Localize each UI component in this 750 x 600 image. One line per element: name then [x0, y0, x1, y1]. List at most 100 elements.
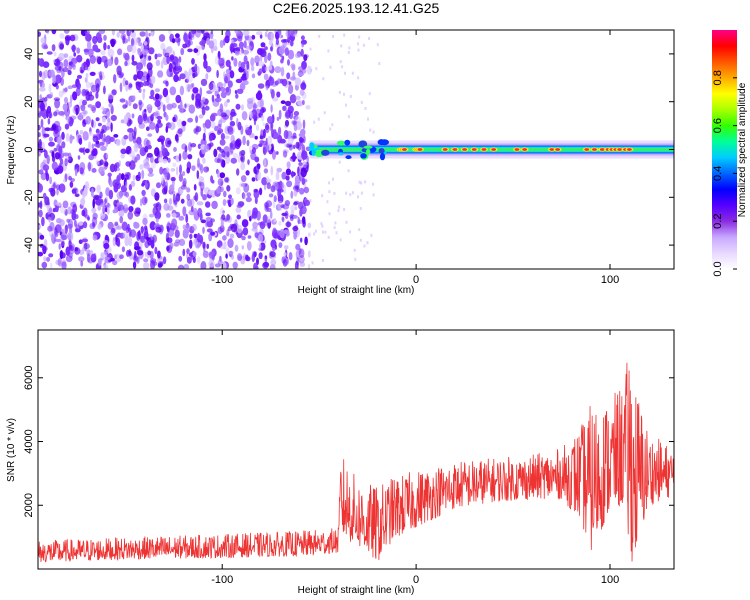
noise-speck	[54, 230, 59, 238]
noise-speck	[219, 139, 226, 146]
spectrogram-y-tick-label: 0	[23, 146, 35, 152]
noise-speck	[196, 256, 201, 264]
noise-speck	[217, 178, 224, 187]
noise-speck	[72, 203, 78, 214]
noise-speck	[255, 124, 260, 131]
noise-speck	[224, 35, 230, 44]
noise-speck	[238, 60, 242, 69]
noise-speck	[225, 86, 232, 96]
noise-speck	[57, 257, 62, 267]
noise-speck	[124, 236, 129, 247]
noise-speck	[239, 150, 242, 157]
noise-speck	[205, 212, 211, 217]
noise-speck	[188, 68, 193, 76]
colorbar-tick-label: 0.8	[712, 70, 724, 85]
noise-speck	[106, 207, 110, 215]
noise-speck	[171, 38, 176, 44]
noise-speck	[293, 33, 298, 38]
noise-speck	[165, 46, 173, 54]
noise-speck	[289, 30, 297, 37]
noise-speck	[235, 46, 241, 52]
noise-speck	[285, 47, 289, 56]
noise-speck	[87, 161, 92, 172]
noise-speck	[210, 30, 214, 35]
noise-speck	[74, 247, 81, 255]
noise-speck	[283, 245, 289, 250]
noise-speck	[132, 261, 137, 269]
noise-speck	[81, 209, 86, 217]
noise-speck	[265, 200, 273, 208]
noise-speck	[275, 38, 279, 46]
noise-speck	[78, 221, 84, 226]
noise-speck	[159, 166, 164, 175]
noise-speck	[49, 92, 54, 98]
noise-speck	[192, 72, 196, 79]
noise-speck	[253, 188, 258, 193]
noise-speck	[69, 181, 74, 188]
noise-speck	[266, 182, 271, 190]
noise-speck	[175, 94, 182, 104]
noise-speck	[78, 239, 83, 244]
noise-speck	[125, 226, 130, 233]
noise-speck	[118, 73, 124, 79]
noise-speck	[51, 44, 56, 52]
noise-speck	[222, 235, 227, 241]
noise-speck	[224, 135, 230, 140]
noise-speck	[240, 104, 245, 111]
noise-speck	[175, 61, 181, 71]
faint-speck	[324, 230, 327, 234]
noise-speck	[301, 216, 306, 225]
noise-speck	[95, 83, 100, 93]
noise-speck	[304, 199, 311, 206]
noise-speck	[47, 205, 52, 215]
noise-speck	[116, 191, 123, 200]
noise-speck	[86, 253, 91, 263]
noise-speck	[161, 183, 166, 189]
noise-speck	[216, 158, 222, 164]
noise-speck	[306, 65, 312, 75]
noise-speck	[95, 117, 100, 122]
noise-speck	[133, 222, 140, 229]
noise-speck	[128, 250, 132, 257]
spectrogram-x-tick-label: -100	[211, 274, 233, 286]
faint-speck	[364, 107, 367, 110]
noise-speck	[216, 82, 224, 89]
noise-speck	[69, 244, 73, 250]
noise-speck	[269, 210, 273, 219]
noise-speck	[85, 73, 89, 78]
noise-speck	[273, 232, 279, 240]
noise-speck	[77, 155, 81, 160]
noise-speck	[223, 241, 227, 250]
noise-speck	[186, 193, 191, 201]
noise-speck	[141, 196, 147, 206]
noise-speck	[206, 228, 213, 233]
noise-speck	[107, 48, 115, 58]
faint-speck	[357, 76, 360, 80]
noise-speck	[190, 205, 194, 213]
noise-speck	[246, 192, 252, 198]
noise-speck	[48, 110, 52, 119]
noise-speck	[162, 80, 168, 85]
noise-speck	[178, 215, 185, 221]
noise-speck	[270, 104, 273, 113]
noise-speck	[41, 71, 46, 81]
noise-speck	[261, 177, 268, 186]
noise-speck	[293, 185, 299, 191]
noise-speck	[186, 75, 193, 83]
faint-speck	[327, 49, 330, 53]
faint-speck	[360, 100, 363, 104]
noise-speck	[104, 161, 109, 167]
snr-x-tick-label: 100	[601, 574, 619, 586]
noise-speck	[242, 227, 249, 236]
snr-x-tick-label: 0	[413, 574, 419, 586]
noise-speck	[58, 52, 65, 61]
noise-speck	[130, 180, 136, 187]
noise-speck	[147, 250, 152, 256]
noise-speck	[42, 245, 47, 255]
noise-speck	[185, 213, 189, 223]
noise-speck	[264, 54, 268, 64]
noise-speck	[103, 242, 110, 250]
noise-speck	[165, 126, 169, 133]
noise-speck	[202, 35, 208, 41]
noise-speck	[112, 209, 117, 214]
